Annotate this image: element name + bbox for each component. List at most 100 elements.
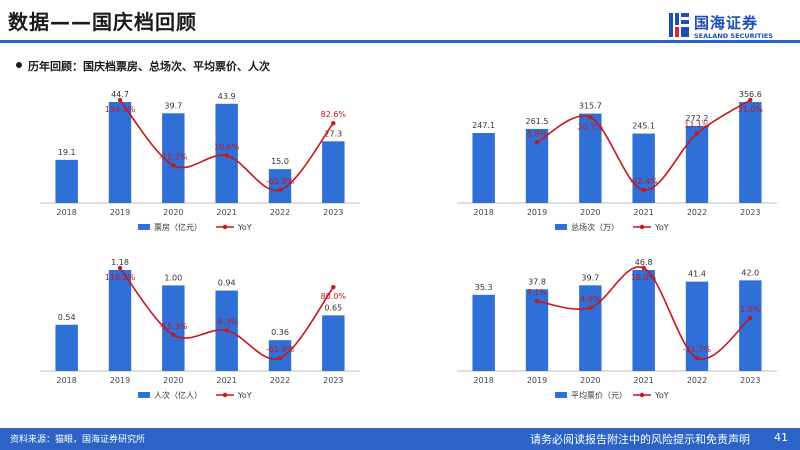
yoy-data-label: -11.7% — [683, 345, 712, 354]
bar — [579, 285, 602, 371]
bar-data-label: 46.8 — [635, 258, 653, 267]
legend-bar-label: 平均票价（元） — [571, 390, 627, 400]
x-tick-label: 2021 — [633, 376, 653, 385]
yoy-data-label: 31.0% — [738, 105, 764, 114]
yoy-point — [694, 355, 700, 361]
bar-data-label: 15.0 — [271, 157, 289, 166]
yoy-point — [641, 265, 646, 271]
yoy-point — [277, 355, 283, 361]
bar — [268, 169, 292, 203]
yoy-point — [224, 328, 229, 333]
legend-bar-label: 总场次（万） — [571, 222, 619, 232]
x-tick-label: 2022 — [687, 376, 707, 385]
bar-data-label: 43.9 — [218, 92, 236, 101]
legend-line-label: YoY — [654, 391, 669, 400]
yoy-point — [534, 298, 540, 304]
legend-line-marker — [639, 392, 645, 398]
bar-data-label: 261.5 — [526, 117, 549, 126]
x-tick-label: 2023 — [740, 376, 760, 385]
x-tick-label: 2020 — [163, 208, 183, 217]
x-tick-label: 2022 — [270, 208, 290, 217]
bar — [268, 340, 292, 371]
bar-data-label: 39.7 — [581, 273, 599, 282]
yoy-point — [748, 315, 753, 321]
legend-bar-label: 人次（亿人） — [154, 390, 202, 400]
bar-data-label: 42.0 — [741, 268, 759, 277]
yoy-point — [117, 97, 123, 103]
legend-line-label: YoY — [237, 223, 252, 232]
yoy-data-label: -15.3% — [159, 322, 188, 331]
yoy-point — [641, 187, 646, 193]
page-number: 41 — [774, 431, 788, 444]
x-tick-label: 2018 — [56, 208, 76, 217]
x-tick-label: 2020 — [580, 376, 600, 385]
logo-text: 国海证券 — [694, 14, 759, 32]
footer-bar: 资料来源：猫眼，国海证券研究所 请务必阅读报告附注中的风险提示和免责声明 41 — [0, 428, 800, 450]
yoy-data-label: 118.2% — [105, 273, 136, 282]
bar — [632, 133, 655, 203]
bar — [685, 125, 709, 203]
bar-data-label: 315.7 — [579, 102, 602, 111]
yoy-data-label: 1.5% — [740, 305, 761, 314]
bar-data-label: 245.1 — [632, 122, 655, 131]
legend-bar-swatch — [138, 392, 150, 398]
bar — [55, 159, 78, 203]
yoy-point — [277, 187, 283, 193]
yoy-data-label: 10.6% — [214, 143, 240, 152]
bar — [525, 128, 549, 203]
x-tick-label: 2022 — [270, 376, 290, 385]
x-tick-label: 2019 — [110, 208, 130, 217]
source-note: 资料来源：猫眼，国海证券研究所 — [10, 435, 146, 445]
x-tick-label: 2019 — [110, 376, 130, 385]
x-tick-label: 2021 — [216, 208, 236, 217]
yoy-data-label: 7.1% — [527, 288, 548, 297]
bar — [162, 113, 185, 203]
yoy-point — [588, 115, 593, 120]
box-office-chart: 19.1 2018 44.7 2019 39.7 2020 43.9 2021 15.0 2022… — [40, 90, 360, 232]
bar-data-label: 0.94 — [218, 279, 236, 288]
yoy-data-label: 5.8% — [527, 129, 548, 138]
x-tick-label: 2021 — [216, 376, 236, 385]
yoy-point — [171, 332, 176, 338]
x-tick-label: 2020 — [580, 208, 600, 217]
bar-data-label: 44.7 — [111, 90, 129, 99]
legend-line-label: YoY — [654, 223, 669, 232]
bar-data-label: 0.65 — [324, 303, 342, 312]
screenings-chart: 247.1 2018 261.5 2019 315.7 2020 245.1 2021 272.… — [457, 90, 777, 232]
legend-line-label: YoY — [237, 391, 252, 400]
disclaimer: 请务必阅读报告附注中的风险提示和免责声明 — [530, 433, 750, 446]
x-tick-label: 2020 — [163, 376, 183, 385]
logo-subtext: SEALAND SECURITIES — [694, 32, 773, 40]
yoy-data-label: 4.9% — [580, 295, 601, 304]
yoy-point — [748, 97, 753, 103]
admissions-chart: 0.54 2018 1.18 2019 1.00 2020 0.94 2021 0.36 2022… — [40, 258, 360, 400]
bar — [322, 141, 345, 203]
x-tick-label: 2018 — [473, 376, 493, 385]
bar — [108, 102, 132, 203]
x-tick-label: 2023 — [323, 376, 343, 385]
bullet-icon — [16, 62, 22, 68]
bar-data-label: 27.3 — [324, 129, 342, 138]
bar-data-label: 1.18 — [111, 258, 129, 267]
bar — [322, 315, 345, 371]
legend-line-marker — [639, 224, 645, 230]
bar-data-label: 247.1 — [472, 121, 495, 130]
yoy-data-label: 134.1% — [105, 105, 136, 114]
bar-data-label: 0.36 — [271, 328, 289, 337]
bar — [525, 289, 549, 371]
bar — [472, 133, 495, 203]
yoy-point — [534, 140, 540, 145]
yoy-point — [331, 284, 336, 290]
bar — [685, 281, 709, 371]
legend-bar-swatch — [555, 224, 567, 230]
yoy-point — [171, 163, 176, 168]
bar-data-label: 41.4 — [688, 270, 706, 279]
bar-data-label: 39.7 — [164, 101, 182, 110]
yoy-point — [224, 153, 229, 158]
x-tick-label: 2019 — [527, 376, 547, 385]
yoy-point — [331, 120, 336, 126]
x-tick-label: 2023 — [740, 208, 760, 217]
bar — [472, 294, 495, 371]
page-title: 数据——国庆档回顾 — [8, 10, 197, 34]
yoy-data-label: 20.7% — [578, 122, 604, 131]
